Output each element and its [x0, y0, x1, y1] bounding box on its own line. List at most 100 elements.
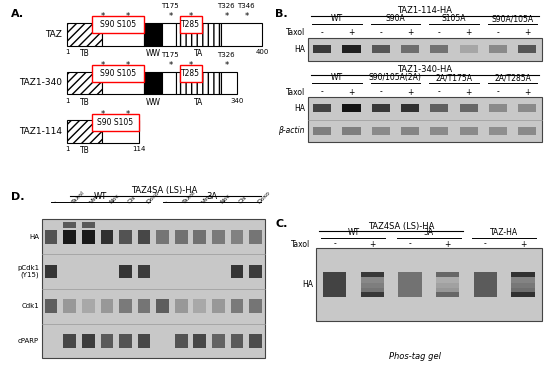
Bar	[460, 104, 478, 112]
Text: 1: 1	[65, 147, 70, 152]
Text: Noc: Noc	[108, 193, 120, 205]
Text: +: +	[407, 29, 413, 37]
Bar	[156, 230, 169, 244]
Text: +: +	[348, 29, 355, 37]
Bar	[518, 127, 536, 135]
Text: *: *	[168, 12, 173, 21]
Bar	[512, 286, 535, 292]
Text: S90 S105: S90 S105	[100, 69, 136, 78]
Text: *: *	[244, 12, 249, 21]
Text: 1: 1	[65, 98, 70, 104]
Text: +: +	[524, 88, 530, 96]
Text: -: -	[497, 88, 499, 96]
Text: -: -	[333, 240, 336, 249]
Bar	[430, 127, 448, 135]
Text: 340: 340	[230, 98, 243, 104]
Bar	[102, 120, 139, 143]
Text: T175: T175	[161, 3, 178, 9]
Text: *: *	[189, 12, 194, 21]
Text: *: *	[168, 61, 173, 70]
Text: -: -	[379, 88, 382, 96]
Text: *: *	[101, 12, 105, 21]
Text: cPARP: cPARP	[18, 338, 39, 344]
Text: T285: T285	[182, 69, 200, 78]
Text: 3A: 3A	[206, 192, 217, 201]
Text: 3A: 3A	[424, 228, 434, 237]
Text: +: +	[465, 29, 472, 37]
Bar	[313, 104, 331, 112]
Text: TAZ1-340: TAZ1-340	[19, 79, 62, 88]
Text: -: -	[164, 200, 169, 205]
Text: -: -	[438, 29, 441, 37]
Text: A.: A.	[11, 9, 24, 19]
Text: TAZ1-340-HA: TAZ1-340-HA	[397, 65, 452, 74]
Bar	[221, 23, 262, 46]
Text: WW: WW	[146, 49, 161, 58]
Text: HA: HA	[294, 104, 305, 113]
Bar	[102, 72, 144, 94]
Bar	[63, 334, 76, 348]
Bar	[307, 97, 542, 142]
Bar	[45, 230, 57, 244]
Bar	[45, 299, 57, 313]
Bar	[102, 23, 144, 46]
Bar	[512, 278, 535, 283]
Text: +: +	[524, 29, 530, 37]
Bar	[68, 23, 102, 46]
Text: +: +	[520, 240, 526, 249]
Bar	[194, 230, 206, 244]
Bar	[460, 45, 478, 53]
Bar	[63, 222, 76, 227]
Bar	[119, 230, 132, 244]
Bar	[101, 299, 113, 313]
Bar	[119, 299, 132, 313]
Bar	[360, 286, 384, 292]
Text: D.: D.	[11, 191, 25, 201]
Text: S90/105A(2A): S90/105A(2A)	[369, 73, 422, 82]
Text: T326: T326	[217, 52, 235, 58]
Text: TAZ-HA: TAZ-HA	[490, 228, 518, 237]
Bar	[313, 127, 331, 135]
Bar	[307, 38, 542, 60]
Text: TB: TB	[80, 147, 90, 155]
Bar	[63, 299, 76, 313]
Text: WT: WT	[347, 228, 359, 237]
Text: pCdk1
(Y15): pCdk1 (Y15)	[17, 265, 39, 278]
Bar	[460, 127, 478, 135]
Bar	[360, 278, 384, 283]
Bar	[343, 104, 361, 112]
Bar	[436, 278, 459, 283]
Bar	[92, 65, 144, 82]
Bar	[343, 127, 361, 135]
Text: S90 S105: S90 S105	[97, 118, 134, 127]
Text: TB: TB	[80, 98, 90, 107]
Bar	[82, 230, 95, 244]
Text: -: -	[484, 240, 487, 249]
Bar	[162, 72, 177, 94]
Bar	[101, 334, 113, 348]
Text: Vin: Vin	[201, 194, 212, 205]
Text: Cdk1: Cdk1	[21, 303, 39, 309]
Bar	[92, 16, 144, 33]
Bar	[175, 299, 188, 313]
Bar	[249, 334, 262, 348]
Text: Taxol: Taxol	[285, 29, 305, 37]
Text: T346: T346	[237, 3, 255, 9]
Text: -: -	[379, 29, 382, 37]
Text: WT: WT	[331, 14, 343, 23]
Text: +: +	[444, 240, 451, 249]
Bar	[372, 127, 390, 135]
Bar	[45, 265, 57, 279]
Text: Cis: Cis	[126, 194, 137, 205]
Bar	[360, 272, 384, 297]
Text: HA: HA	[302, 280, 313, 289]
Bar	[68, 72, 102, 94]
Bar	[138, 334, 150, 348]
Text: S90A/105A: S90A/105A	[492, 14, 534, 23]
Text: 1: 1	[65, 49, 70, 55]
Text: Cis: Cis	[238, 194, 249, 205]
Bar	[230, 334, 243, 348]
Text: 2A/T285A: 2A/T285A	[494, 73, 531, 82]
Text: *: *	[224, 61, 228, 70]
Text: HA: HA	[29, 234, 39, 240]
